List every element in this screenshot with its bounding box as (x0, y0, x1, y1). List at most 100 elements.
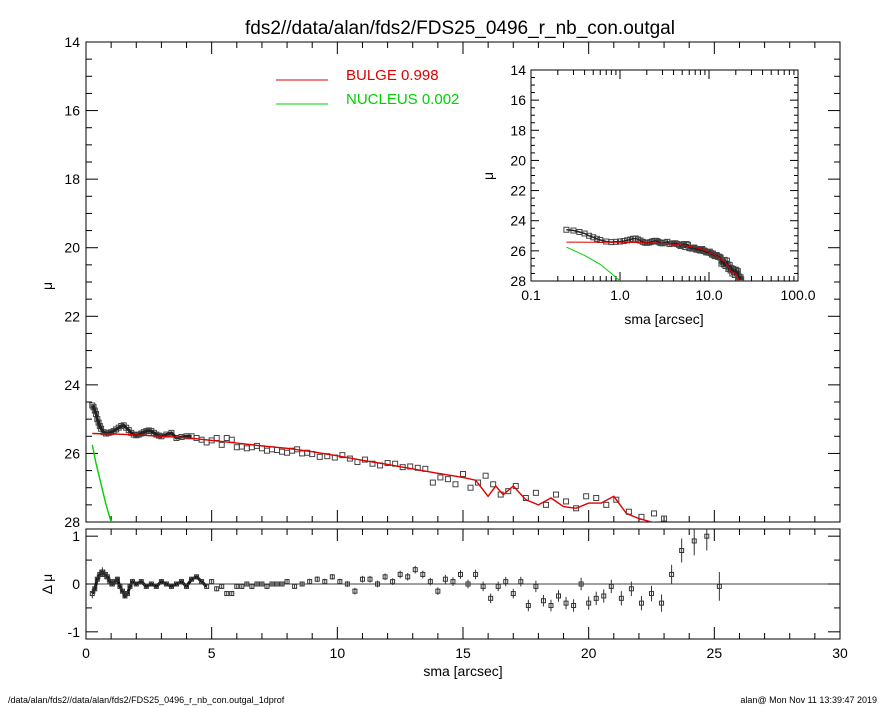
main-data-point (213, 435, 220, 441)
main-data-point (490, 481, 497, 488)
main-ytick-label: 18 (64, 171, 80, 187)
residual-data-point (204, 583, 210, 589)
residual-data-point (148, 581, 154, 587)
residual-data-point (124, 591, 130, 597)
main-data-point (444, 476, 451, 483)
residual-data-point (329, 574, 335, 580)
residual-data-point (679, 548, 685, 554)
residual-data-point (435, 588, 441, 594)
residual-data-point (274, 581, 280, 587)
main-data-point (452, 481, 459, 488)
residual-data-point (307, 579, 313, 585)
main-ytick-label: 26 (64, 445, 80, 461)
residual-data-point (563, 600, 569, 606)
residual-data-point (127, 583, 133, 589)
residual-data-point (691, 538, 697, 544)
residual-data-point (199, 579, 205, 585)
residual-data-point (375, 581, 381, 587)
residual-data-point (138, 579, 144, 585)
main-ytick-label: 16 (64, 103, 80, 119)
residual-data-point (299, 581, 305, 587)
residual-data-point (420, 571, 426, 577)
main-data-point (223, 435, 230, 441)
residual-data-point (244, 581, 250, 587)
residual-xtick-label: 10 (330, 645, 346, 661)
residual-data-point (465, 581, 471, 587)
main-data-point (437, 474, 444, 481)
residual-xtick-label: 5 (208, 645, 216, 661)
main-data-point (369, 460, 376, 467)
residual-data-point (94, 576, 100, 582)
main-data-point (238, 443, 245, 450)
residual-data-point (337, 579, 343, 585)
main-panel: 14 16 18 20 22 24 26 28 μ BULGE 0.998 NUCLEUS 0.00… (39, 34, 841, 530)
chart-title: fds2//data/alan/fds2/FDS25_0496_r_nb_con… (245, 18, 675, 39)
main-ytick-label: 22 (64, 308, 80, 324)
main-ytick-label: 28 (64, 514, 80, 530)
main-data-point (284, 449, 291, 456)
residual-data-point (229, 591, 235, 597)
residual-data-point (659, 600, 665, 606)
main-data-point (384, 460, 391, 467)
inset-xtick-label: 10.0 (695, 287, 722, 303)
inset-nucleus-line (566, 246, 621, 281)
residual-data-point (571, 603, 577, 609)
inset-xtick-label: 1.0 (610, 287, 630, 303)
residual-data-point (322, 579, 328, 585)
residual-data-point (269, 581, 275, 587)
main-data-point (505, 488, 512, 495)
residual-data-point (405, 574, 411, 580)
residual-data-point (669, 571, 675, 577)
residual-data-point (168, 583, 174, 589)
residual-data-point (209, 579, 215, 585)
residual-data-point (586, 600, 592, 606)
residual-data-point (163, 581, 169, 587)
residual-data-point (548, 603, 554, 609)
residual-data-point (457, 571, 463, 577)
main-data-point (482, 472, 489, 479)
residual-ytick-label: 0 (72, 576, 80, 592)
inset-xlabel: sma [arcsec] (624, 311, 703, 327)
main-data-point (583, 493, 590, 500)
residual-xlabel: sma [arcsec] (423, 663, 502, 679)
main-data-point (603, 501, 610, 508)
inset-ytick-label: 16 (510, 92, 526, 108)
residual-data-point (158, 579, 164, 585)
residual-data-point (473, 571, 479, 577)
residual-data-point (593, 595, 599, 601)
residual-data-point (618, 595, 624, 601)
residual-data-point (117, 583, 123, 589)
residual-data-point (133, 581, 139, 587)
main-data-point (228, 436, 235, 443)
inset-data-point (586, 232, 593, 239)
inset-ytick-label: 26 (510, 243, 526, 259)
main-data-point (274, 447, 281, 453)
residual-data-point (104, 574, 110, 580)
residual-data-point (214, 586, 220, 592)
inset-ylabel: μ (480, 172, 496, 180)
main-data-point (467, 484, 474, 491)
residual-data-point (540, 598, 546, 604)
residual-data-point (608, 583, 614, 589)
residual-data-point (279, 581, 285, 587)
residual-data-point (184, 583, 190, 589)
residual-data-point (344, 581, 350, 587)
residual-data-point (359, 576, 365, 582)
inset-xtick-label: 100.0 (780, 287, 815, 303)
residual-data-point (173, 581, 179, 587)
residual-data-point (224, 591, 230, 597)
inset-ytick-label: 18 (510, 122, 526, 138)
main-data-point (613, 496, 620, 503)
main-data-point (263, 447, 270, 454)
residual-data-point (578, 581, 584, 587)
residual-data-point (219, 583, 225, 589)
main-data-point (460, 471, 466, 477)
residual-ytick-label: -1 (68, 624, 81, 640)
residual-data-point (495, 583, 501, 589)
residual-data-point (314, 576, 320, 582)
residual-xtick-label: 25 (707, 645, 723, 661)
residual-data-point (367, 576, 373, 582)
main-data-point (661, 515, 668, 522)
residual-data-point (259, 581, 265, 587)
